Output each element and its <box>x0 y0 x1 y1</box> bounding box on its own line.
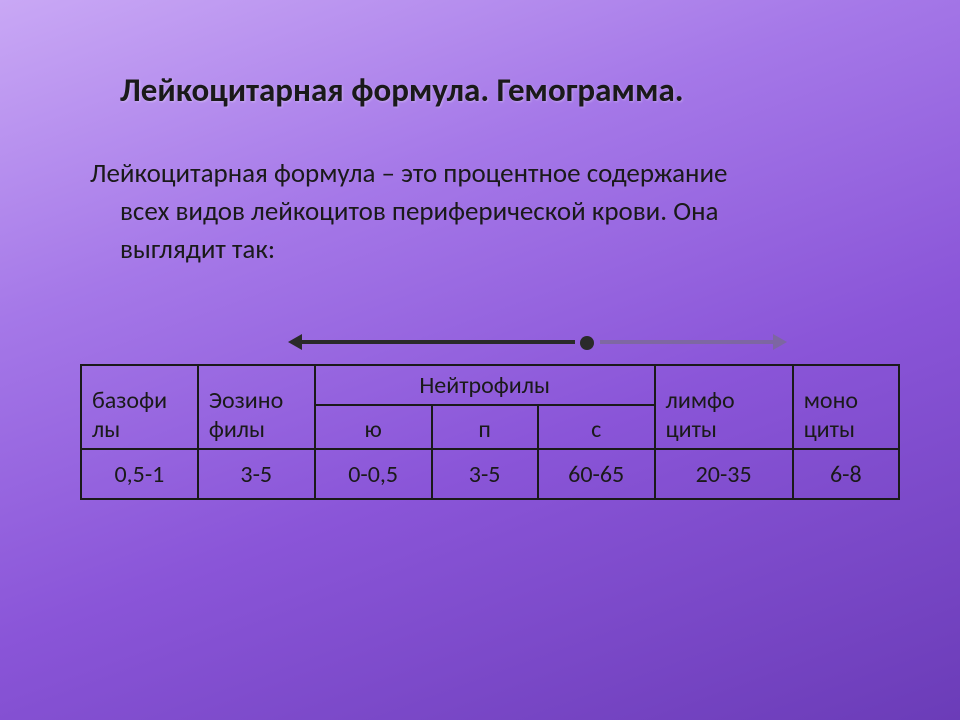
col-basophils-l2: лы <box>92 415 120 444</box>
col-basophils-l1: базофи <box>92 386 167 415</box>
col-neutro-p: п <box>432 405 538 449</box>
val-neutro-s: 60-65 <box>538 449 655 499</box>
table-row: 0,5-1 3-5 0-0,5 3-5 60-65 20-35 6-8 <box>81 449 899 499</box>
val-neutro-yu: 0-0,5 <box>315 449 432 499</box>
val-eosinophils: 3-5 <box>198 449 315 499</box>
col-eosinophils-l1: Эозино <box>209 386 283 415</box>
table-header-row-1: базофи лы Эозино филы Нейтрофилы лимфо ц… <box>81 365 899 405</box>
col-lymphocytes-l1: лимфо <box>666 386 735 415</box>
col-eosinophils-l2: филы <box>209 415 265 444</box>
arrow-origin-dot-icon <box>580 336 594 350</box>
col-lymphocytes-l2: циты <box>666 415 717 444</box>
leukocyte-table: базофи лы Эозино филы Нейтрофилы лимфо ц… <box>80 364 900 500</box>
desc-line-1: Лейкоцитарная формула – это процентное с… <box>90 157 728 190</box>
col-neutrophils-group: Нейтрофилы <box>315 365 655 405</box>
val-monocytes: 6-8 <box>793 449 899 499</box>
val-neutro-p: 3-5 <box>432 449 538 499</box>
col-monocytes: моно циты <box>793 365 899 449</box>
col-neutro-yu: ю <box>315 405 432 449</box>
desc-line-2: всех видов лейкоцитов периферической кро… <box>90 193 900 231</box>
slide: Лейкоцитарная формула. Гемограмма. Лейко… <box>0 0 960 500</box>
arrow-right-icon <box>600 340 775 344</box>
col-neutro-s: с <box>538 405 655 449</box>
slide-title: Лейкоцитарная формула. Гемограмма. <box>90 70 900 110</box>
shift-arrows <box>90 328 900 358</box>
val-lymphocytes: 20-35 <box>655 449 793 499</box>
col-monocytes-l2: циты <box>804 415 855 444</box>
slide-description: Лейкоцитарная формула – это процентное с… <box>90 155 900 268</box>
col-lymphocytes: лимфо циты <box>655 365 793 449</box>
val-basophils: 0,5-1 <box>81 449 198 499</box>
arrow-left-icon <box>300 340 575 344</box>
desc-line-3: выглядит так: <box>90 231 900 269</box>
col-basophils: базофи лы <box>81 365 198 449</box>
col-eosinophils: Эозино филы <box>198 365 315 449</box>
col-monocytes-l1: моно <box>804 386 858 415</box>
